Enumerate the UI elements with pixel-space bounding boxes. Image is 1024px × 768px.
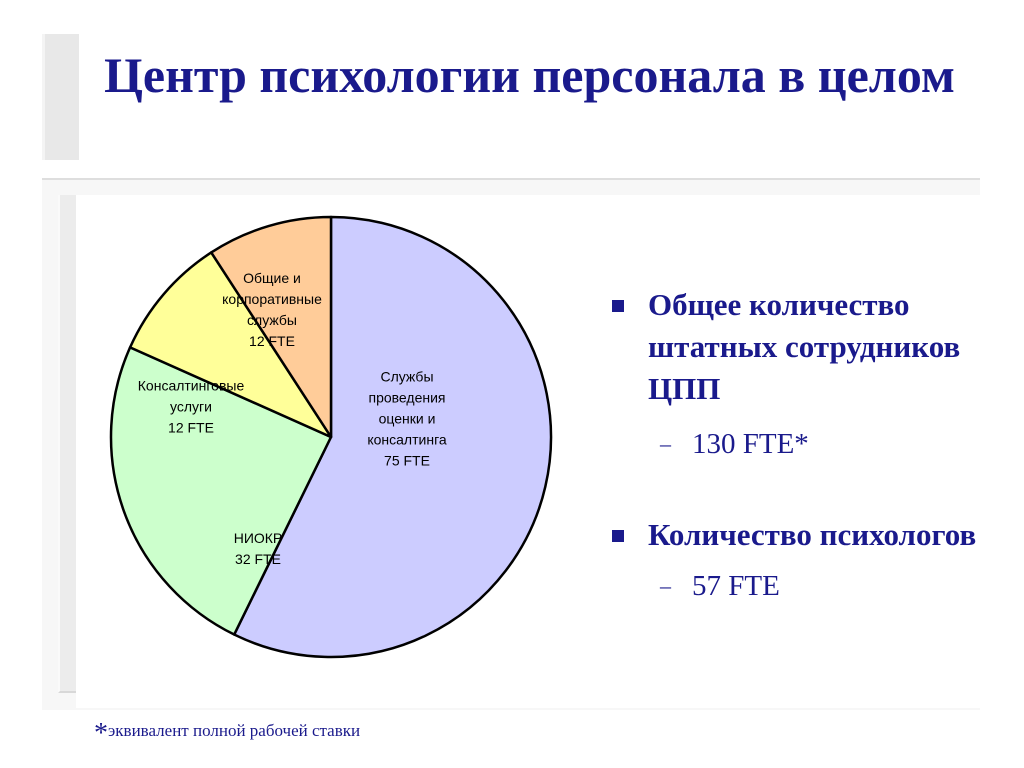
slice-label-line: 32 FTE <box>235 551 281 567</box>
slice-label: НИОКР 32 FTE <box>234 528 283 570</box>
slice-label-line: Консалтинговые <box>137 377 245 394</box>
slice-label-line: 75 FTE <box>384 452 430 469</box>
bullet-text: Количество психологов <box>648 517 977 552</box>
pie-slice <box>128 251 333 439</box>
footnote-text: эквивалент полной рабочей ставки <box>108 721 361 740</box>
sub-bullet-item: – 130 FTE* <box>608 424 809 464</box>
bullet-item: Количество психологов <box>608 514 976 556</box>
slice-label-line: оценки и <box>378 410 436 427</box>
pie-slice <box>210 215 333 439</box>
slice-label-line: корпоративные <box>222 291 322 307</box>
square-bullet-icon <box>612 530 624 542</box>
bullet-item: Общее количество штатных сотрудников ЦПП <box>608 284 1008 410</box>
slice-label-line: консалтинга <box>367 431 447 448</box>
bullet-text: Общее количество штатных сотрудников ЦПП <box>648 287 961 406</box>
slide-title: Центр психологии персонала в целом <box>104 47 955 103</box>
sub-bullet-text: 57 FTE <box>692 570 780 602</box>
slice-label-line: проведения <box>368 389 446 406</box>
slice-label-line: услуги <box>170 398 212 415</box>
pie-slice <box>232 215 553 659</box>
slice-label-line: 12 FTE <box>168 419 214 436</box>
content-accent-bar <box>58 195 78 693</box>
slice-label-line: 12 FTE <box>249 333 295 349</box>
footnote-star: * <box>94 718 108 749</box>
dash-icon: – <box>660 573 671 598</box>
pie-slice <box>109 346 333 636</box>
dash-icon: – <box>660 431 671 456</box>
slice-label: Консалтинговые услуги 12 FTE <box>138 376 244 439</box>
sub-bullet-text: 130 FTE* <box>692 428 809 460</box>
footnote: *эквивалент полной рабочей ставки <box>94 712 361 749</box>
sub-bullet-item: – 57 FTE <box>608 566 780 606</box>
title-accent-bar <box>42 34 79 160</box>
slice-label: Службы проведения оценки и консалтинга 75 FT… <box>367 367 446 472</box>
slice-label-line: Общие и <box>243 270 301 286</box>
slice-label: Общие и корпоративные службы 12 FTE <box>222 268 322 352</box>
square-bullet-icon <box>612 300 624 312</box>
slice-label-line: службы <box>247 312 297 328</box>
slice-label-line: Службы <box>380 368 434 385</box>
slice-label-line: НИОКР <box>233 530 283 546</box>
